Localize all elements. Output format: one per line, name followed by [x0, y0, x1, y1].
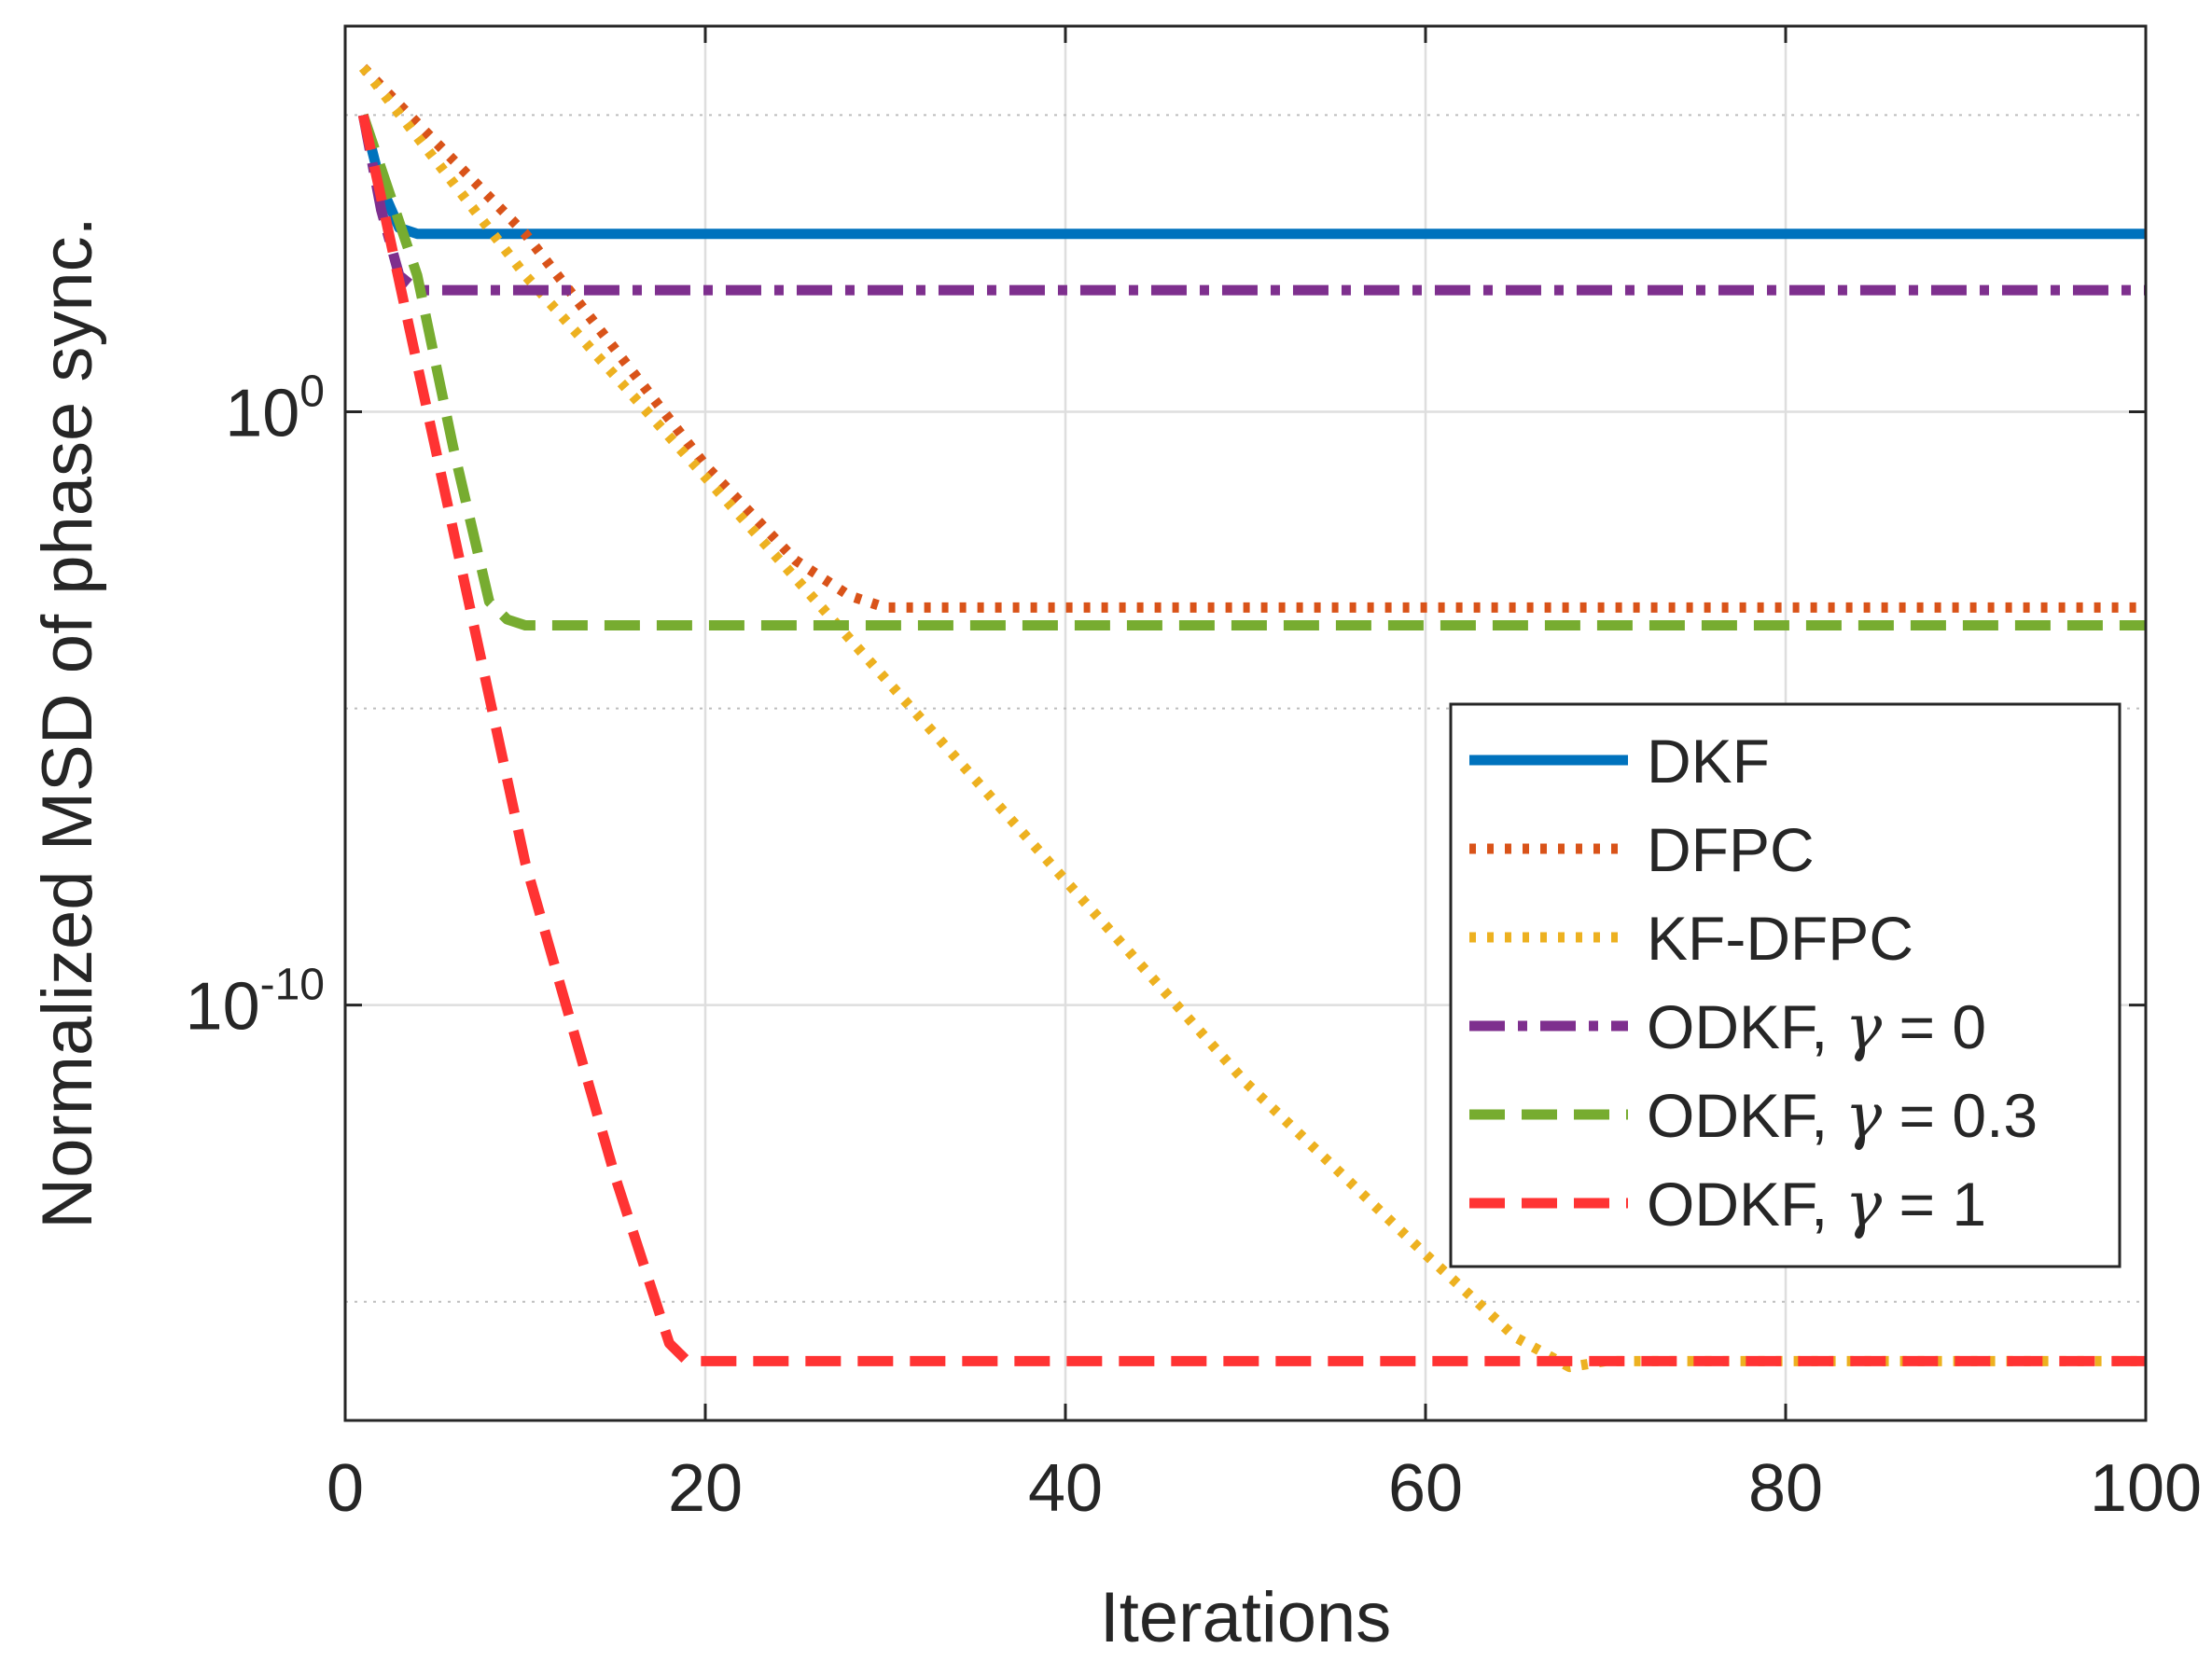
series-line-5	[358, 113, 2146, 630]
y-tick-label: 10-10	[186, 961, 325, 1045]
legend-label-3: KF-DFPC	[1647, 904, 1913, 973]
tick-labels: 0 20 40 60 80 100 100 10-10	[186, 367, 2203, 1526]
legend-label-2: DFPC	[1647, 815, 1815, 884]
axes-box	[343, 24, 2148, 1422]
legend-box	[1449, 702, 2122, 1268]
legend-label-4: ODKF, γ = 0	[1647, 991, 1986, 1063]
x-tick-label: 80	[1748, 1451, 1823, 1526]
x-tick-label: 40	[1028, 1451, 1103, 1526]
legend-label-5: ODKF, γ = 0.3	[1647, 1080, 2038, 1152]
x-tick-label: 0	[327, 1451, 364, 1526]
series-line-2	[359, 63, 2146, 613]
legend-label-1: DKF	[1647, 727, 1770, 796]
x-tick-label: 100	[2090, 1451, 2202, 1526]
legend: DKF DFPC KF-DFPC ODKF, γ = 0 ODKF, γ = 0.3 OD…	[1449, 702, 2122, 1268]
x-axis-label: Iterations	[1100, 1578, 1392, 1657]
y-tick-label: 100	[225, 367, 325, 451]
axes	[343, 24, 2148, 1422]
y-axis-label: Normalized MSD of phase sync.	[28, 216, 107, 1229]
series-lines	[357, 63, 2146, 1373]
series-line-6	[357, 114, 2146, 1366]
x-tick-label: 60	[1388, 1451, 1463, 1526]
legend-label-6: ODKF, γ = 1	[1647, 1169, 1986, 1240]
x-tick-label: 20	[668, 1451, 743, 1526]
series-line-3	[358, 64, 2146, 1373]
